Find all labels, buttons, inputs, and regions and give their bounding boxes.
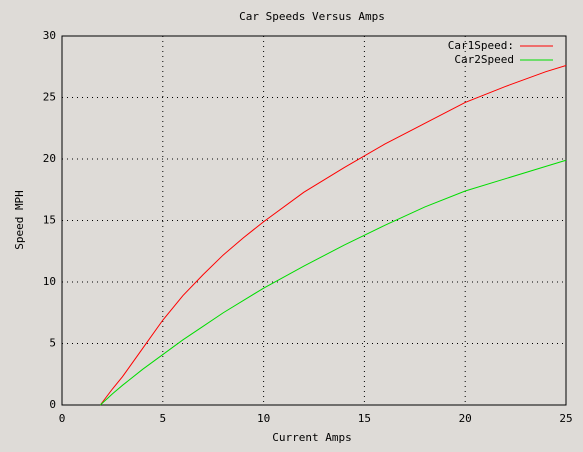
series-line [99, 65, 567, 406]
y-tick-label: 20 [43, 152, 56, 165]
y-tick-label: 25 [43, 91, 56, 104]
x-tick-label: 20 [459, 412, 472, 425]
legend-label: Car2Speed [454, 53, 514, 66]
plot-frame [61, 35, 567, 406]
legend-label: Car1Speed: [448, 39, 514, 52]
y-tick-label: 10 [43, 275, 56, 288]
x-tick-label: 10 [257, 412, 270, 425]
y-tick-label: 30 [43, 29, 56, 42]
chart-title: Car Speeds Versus Amps [239, 10, 385, 23]
x-tick-label: 25 [559, 412, 572, 425]
x-tick-label: 5 [159, 412, 166, 425]
y-tick-label: 5 [49, 337, 56, 350]
x-tick-label: 0 [59, 412, 66, 425]
y-tick-label: 15 [43, 214, 56, 227]
x-tick-label: 15 [358, 412, 371, 425]
series-line [99, 159, 567, 406]
y-tick-label: 0 [49, 398, 56, 411]
y-axis-label: Speed MPH [13, 190, 26, 250]
x-axis-label: Current Amps [272, 431, 351, 444]
